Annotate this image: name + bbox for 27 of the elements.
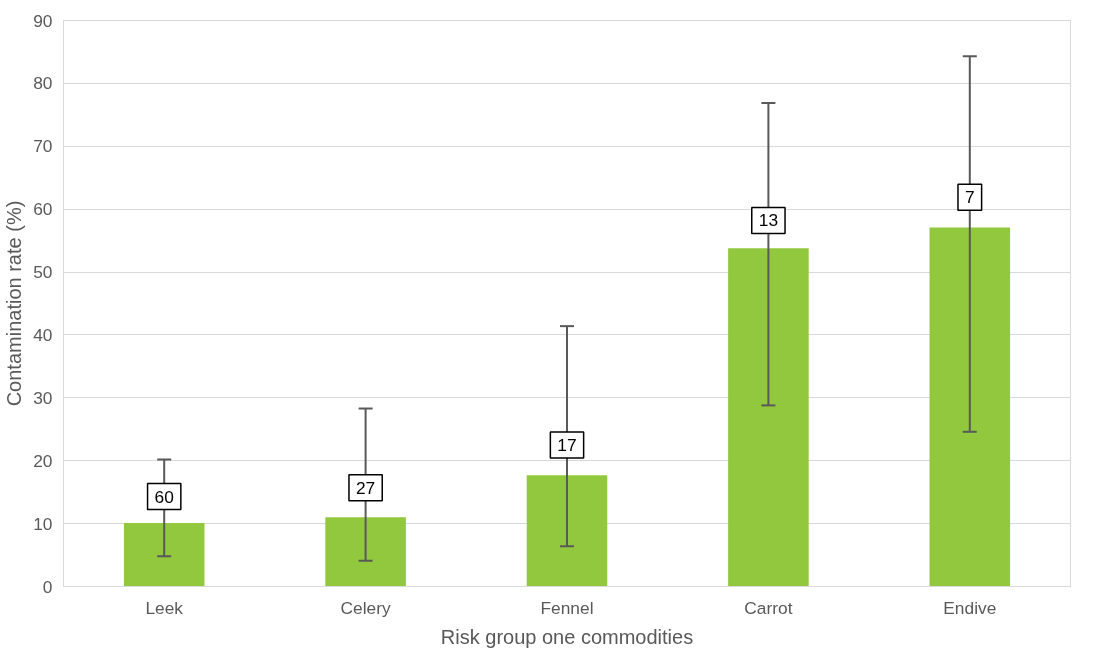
x-tick-label: Fennel [540, 597, 594, 618]
annotation: 7 [964, 187, 975, 208]
x-tick-label: Carrot [744, 597, 793, 618]
y-tick-label: 80 [33, 73, 53, 94]
y-tick-label: 40 [33, 324, 53, 345]
x-axis-title: Risk group one commodities [440, 625, 694, 648]
x-tick-label: Leek [145, 597, 184, 618]
y-tick-label: 50 [33, 262, 53, 283]
annotation: 13 [758, 210, 779, 231]
y-tick-label: 70 [33, 136, 53, 157]
y-tick-label: 90 [33, 10, 53, 31]
y-tick-label: 0 [42, 576, 53, 597]
y-axis-title: Contamination rate (%) [3, 200, 26, 407]
annotation: 17 [557, 435, 577, 455]
y-tick-label: 60 [33, 199, 53, 220]
x-tick-label: Celery [340, 597, 391, 618]
bar [325, 517, 406, 587]
bar [728, 248, 809, 587]
y-tick-label: 20 [33, 450, 53, 471]
bar [929, 227, 1011, 587]
x-tick-label: Endive [943, 597, 997, 618]
y-tick-label: 10 [33, 513, 53, 534]
annotation: 60 [154, 486, 174, 507]
annotation: 27 [355, 477, 376, 498]
bar [526, 475, 608, 587]
bar [123, 522, 205, 587]
y-tick-label: 30 [33, 387, 53, 408]
